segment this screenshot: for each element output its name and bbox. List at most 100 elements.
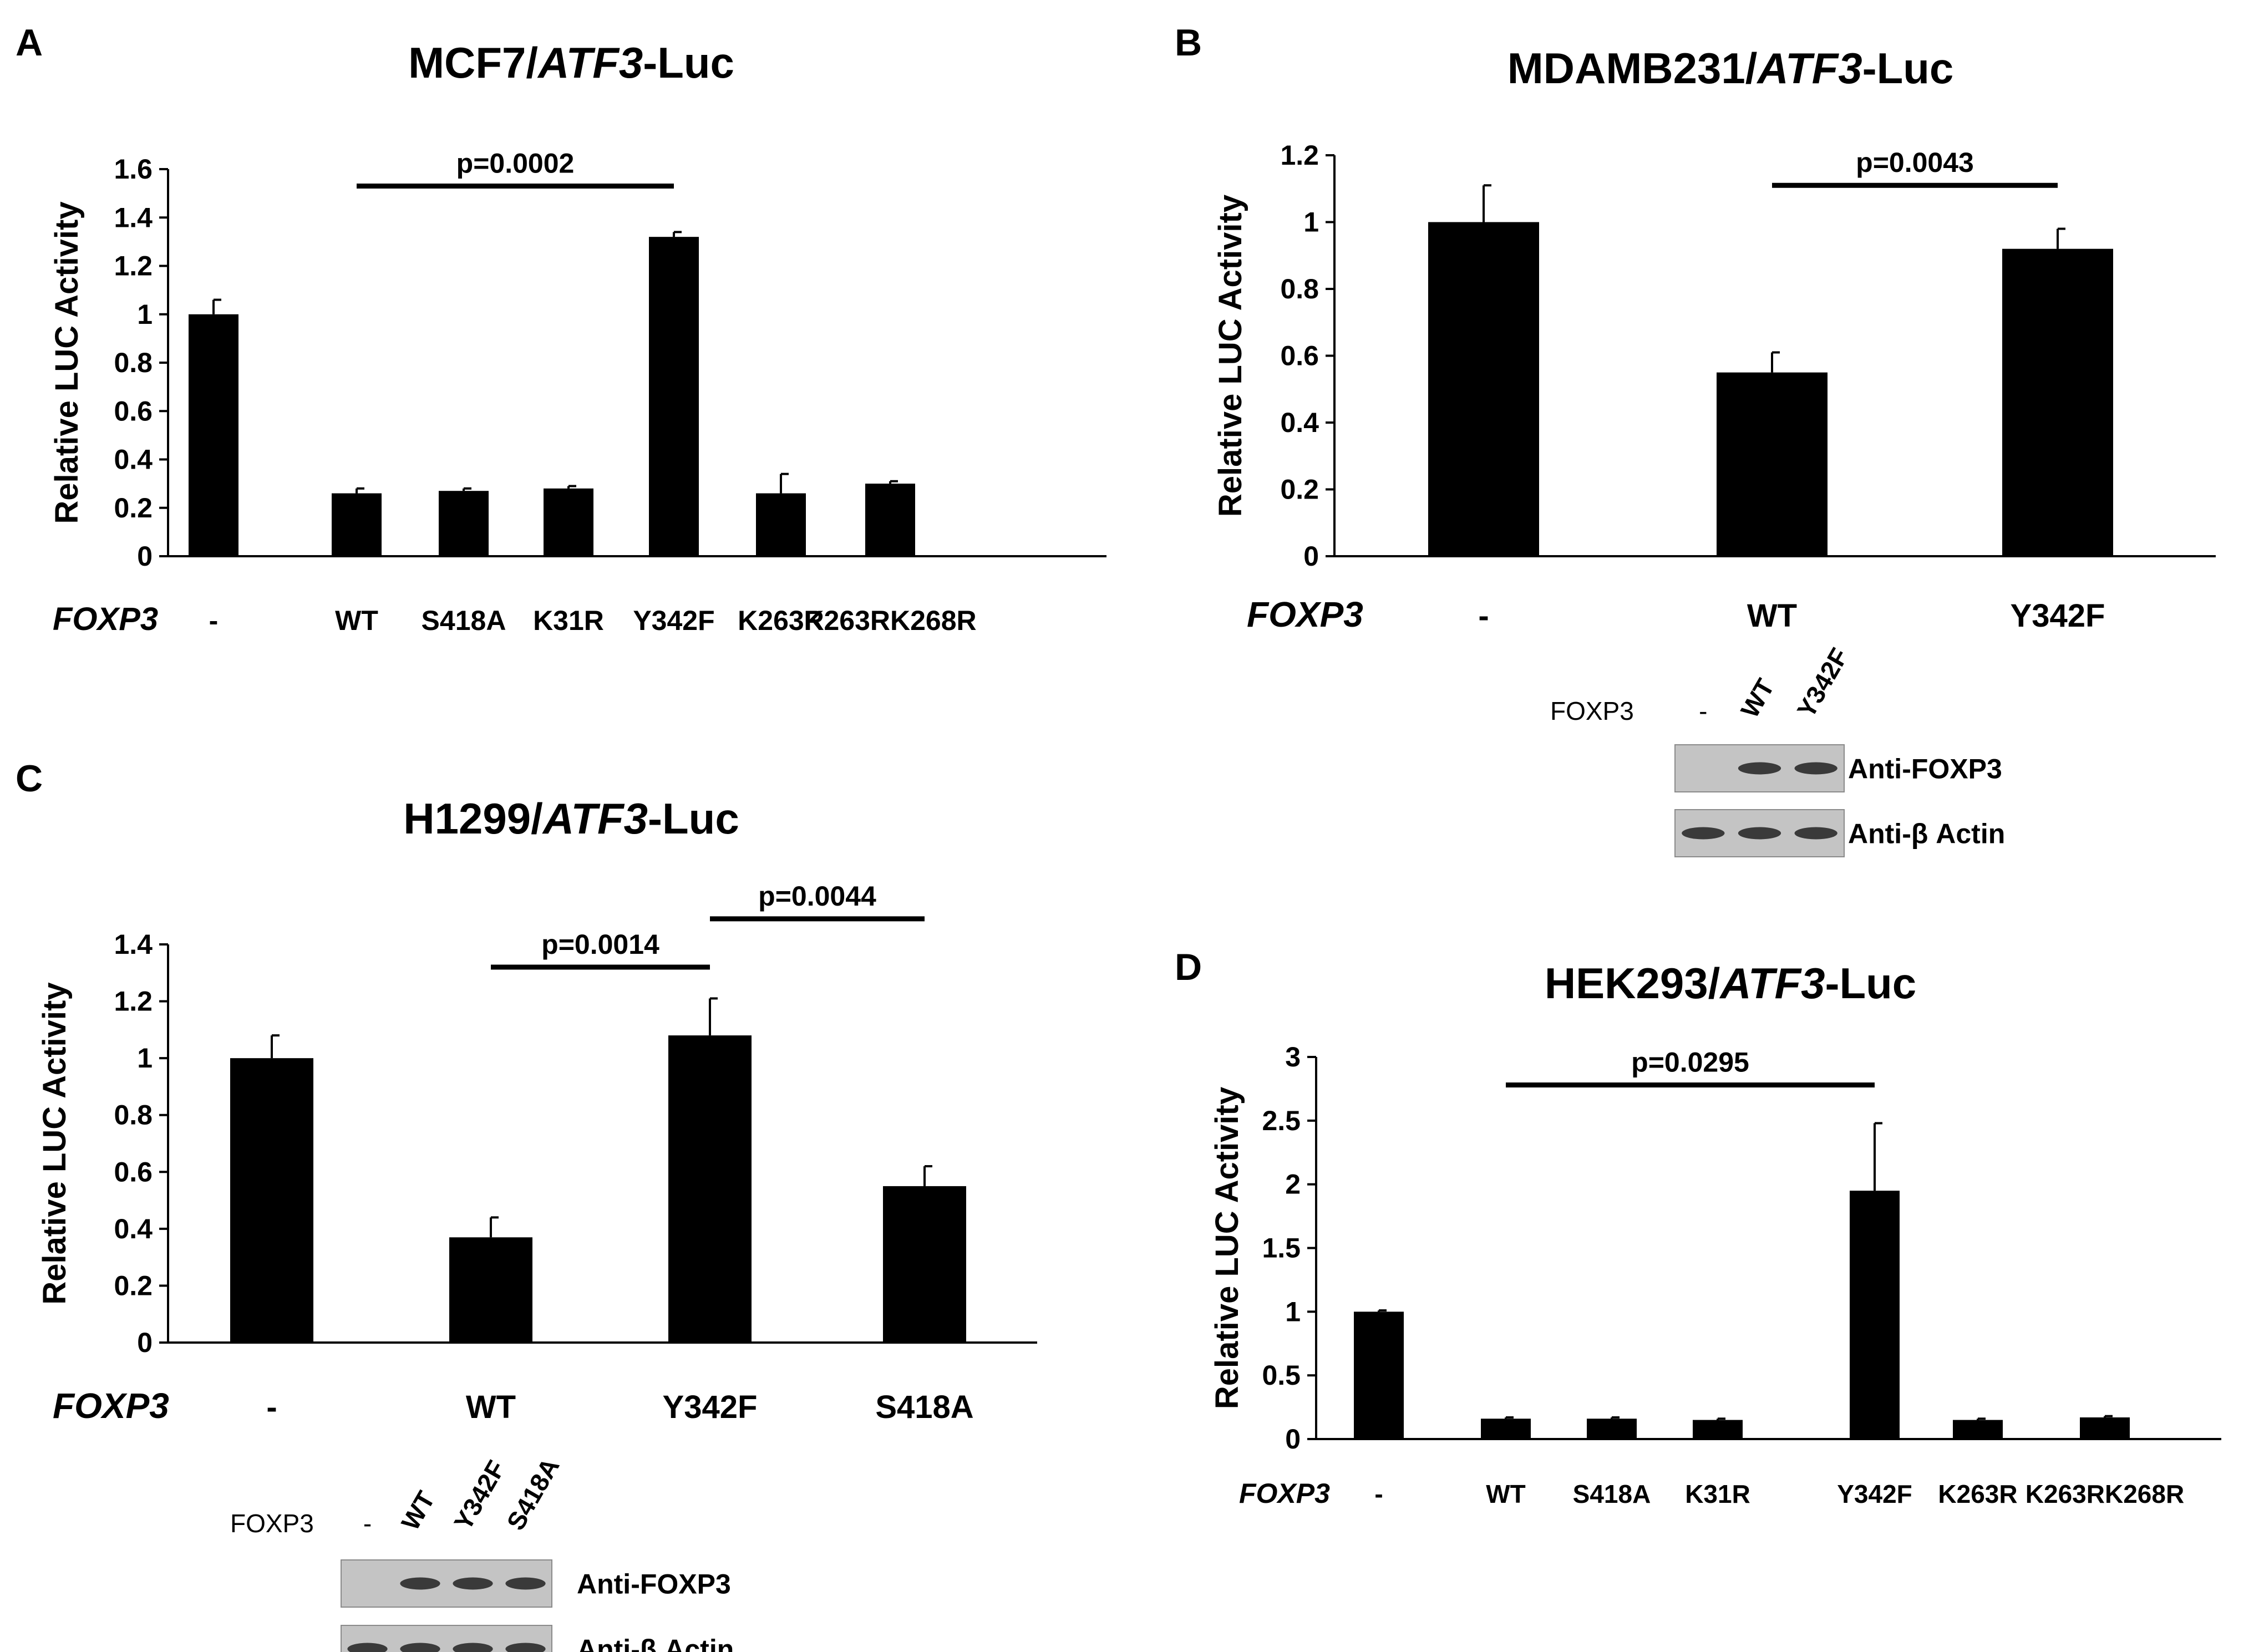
x-category-label: Y342F — [633, 605, 714, 636]
x-category-label: Y342F — [2011, 598, 2105, 634]
chart-panel-c: C H1299/ATF3-Luc Relative LUC Activity 0 0.2… — [16, 758, 1037, 1652]
bar — [189, 314, 238, 556]
blot-gene-label: FOXP3 — [230, 1509, 314, 1538]
bar — [1953, 1420, 2003, 1439]
bar — [439, 491, 489, 556]
blot-band — [400, 1577, 440, 1590]
x-category-label: - — [1478, 598, 1489, 634]
y-tick-label: 2 — [1285, 1169, 1301, 1200]
x-category-label: WT — [1486, 1480, 1526, 1508]
bar — [449, 1237, 532, 1343]
bar — [544, 488, 593, 556]
p-value-label: p=0.0014 — [541, 929, 659, 960]
y-tick-label: 0.8 — [114, 347, 153, 378]
p-value-label: p=0.0295 — [1631, 1047, 1749, 1078]
panel-letter: B — [1175, 22, 1202, 64]
y-tick-label: 0.4 — [1280, 407, 1319, 438]
blot-lane-label: WT — [395, 1486, 440, 1535]
x-category-label: S418A — [875, 1389, 973, 1425]
x-category-label: WT — [1747, 598, 1797, 634]
bar — [1587, 1419, 1637, 1439]
y-tick-label: 1.2 — [114, 986, 153, 1017]
chart-panel-a: A MCF7/ATF3-Luc Relative LUC Activity 0 0.2 0… — [16, 22, 1106, 637]
y-tick-label: 3 — [1285, 1041, 1301, 1072]
y-tick-label: 0 — [1285, 1424, 1301, 1455]
bar — [230, 1058, 313, 1343]
title-italic-part: ATF3 — [1719, 959, 1825, 1008]
y-tick-label: 1.5 — [1262, 1233, 1301, 1264]
x-category-label: K31R — [1685, 1480, 1750, 1508]
title-suffix-part: -Luc — [648, 794, 739, 843]
x-category-label: S418A — [422, 605, 506, 636]
blot-band — [1738, 827, 1781, 840]
title-italic-part: ATF3 — [1756, 44, 1862, 93]
blot-band — [1794, 827, 1837, 840]
blot-band — [347, 1643, 388, 1652]
x-category-label: Y342F — [663, 1389, 758, 1425]
y-tick-label: 1 — [137, 299, 153, 330]
panel-letter: D — [1175, 946, 1202, 988]
gene-row-label: FOXP3 — [53, 601, 158, 637]
bar — [649, 237, 699, 556]
blot-row-label: Anti-FOXP3 — [1848, 754, 2002, 785]
gene-row-label: FOXP3 — [1239, 1478, 1330, 1509]
y-axis-label: Relative LUC Activity — [1212, 195, 1248, 517]
y-tick-label: 1.2 — [1280, 140, 1319, 171]
y-tick-label: 0.8 — [1280, 273, 1319, 304]
bar — [1428, 222, 1539, 556]
title-part: MCF7/ — [408, 38, 538, 87]
y-tick-label: 1 — [1285, 1296, 1301, 1327]
title-suffix-part: -Luc — [643, 38, 734, 87]
y-tick-label: 0.8 — [114, 1100, 153, 1131]
title-italic-part: ATF3 — [542, 794, 648, 843]
bar — [668, 1035, 752, 1343]
bar — [1850, 1191, 1900, 1439]
x-category-label: - — [1374, 1480, 1383, 1508]
chart-title: MCF7/ATF3-Luc — [408, 38, 734, 87]
x-category-label: K263R — [1938, 1480, 2017, 1508]
x-category-label: - — [266, 1389, 277, 1425]
blot-band — [1682, 827, 1725, 840]
blot-lane-label: - — [1699, 697, 1707, 725]
bar — [1481, 1419, 1531, 1439]
y-tick-label: 0.2 — [1280, 474, 1319, 505]
gene-row-label: FOXP3 — [53, 1386, 169, 1426]
panel-letter: A — [16, 22, 43, 64]
blot-band — [505, 1643, 546, 1652]
bar — [2002, 248, 2113, 556]
y-tick-label: 0 — [137, 541, 153, 572]
blot-lane-label: S418A — [501, 1453, 565, 1535]
y-tick-label: 1 — [137, 1043, 153, 1074]
bar — [2080, 1417, 2130, 1439]
blot-band — [400, 1643, 440, 1652]
p-value-label: p=0.0044 — [758, 881, 876, 912]
bar — [1717, 372, 1828, 556]
blot-lane-label: WT — [1735, 674, 1780, 723]
x-category-label: K263RK268R — [804, 605, 976, 636]
title-suffix-part: -Luc — [1862, 44, 1954, 93]
y-tick-label: 1.4 — [114, 202, 153, 233]
y-tick-label: 0.5 — [1262, 1360, 1301, 1391]
blot-band — [505, 1577, 546, 1590]
p-value-label: p=0.0002 — [456, 148, 575, 179]
panel-letter: C — [16, 758, 43, 800]
x-category-label: WT — [466, 1389, 516, 1425]
title-part: HEK293/ — [1545, 959, 1720, 1008]
blot-lane-label: Y342F — [448, 1456, 511, 1535]
x-category-label: Y342F — [1837, 1480, 1912, 1508]
y-tick-label: 1.6 — [114, 154, 153, 185]
blot-gene-label: FOXP3 — [1550, 697, 1634, 725]
western-blot: FOXP3 - WT Y342F Anti-FOXP3 Anti-β Actin — [1550, 643, 2005, 857]
blot-row-label: Anti-β Actin — [577, 1634, 734, 1652]
chart-title: HEK293/ATF3-Luc — [1545, 959, 1916, 1008]
y-tick-label: 0.6 — [114, 1156, 153, 1187]
bar — [865, 484, 915, 556]
y-tick-label: 0.2 — [114, 1270, 153, 1301]
y-tick-label: 2.5 — [1262, 1105, 1301, 1136]
blot-band — [453, 1577, 493, 1590]
y-tick-label: 0.4 — [114, 1213, 153, 1244]
title-italic-part: ATF3 — [537, 38, 643, 87]
chart-panel-d: D HEK293/ATF3-Luc Relative LUC Activity 0 0.… — [1175, 946, 2221, 1509]
y-tick-label: 1.4 — [114, 929, 153, 960]
blot-row-label: Anti-FOXP3 — [577, 1569, 731, 1600]
